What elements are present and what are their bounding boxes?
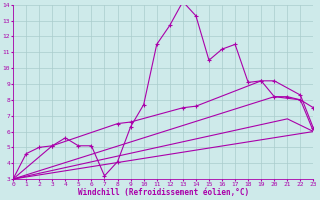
X-axis label: Windchill (Refroidissement éolien,°C): Windchill (Refroidissement éolien,°C)	[78, 188, 249, 197]
